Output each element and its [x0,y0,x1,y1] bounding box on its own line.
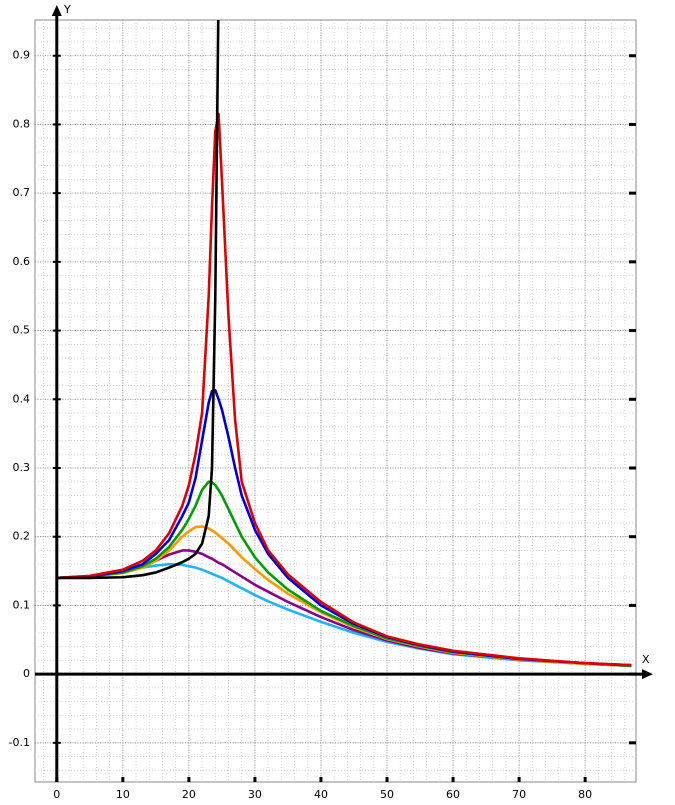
y-tick-label: -0.1 [9,736,30,749]
y-tick-label: 0 [23,667,30,680]
x-tick-label: 50 [380,788,394,801]
x-tick-label: 60 [446,788,460,801]
axes: 0 10 20 30 40 50 60 70 80 -0.1 0 0.1 0.2 0.3 0.4 0.5 0.6… [9,5,653,801]
curve [56,549,632,668]
y-tick-label: 0.7 [13,186,31,199]
curve [56,112,632,667]
x-tick-label: 30 [248,788,262,801]
plot-area [34,19,637,783]
x-tick-label: 0 [53,788,60,801]
x-tick-label: 80 [578,788,592,801]
x-axis-arrow [642,669,653,680]
y-tick-label: 0.6 [13,255,31,268]
y-tick-label: 0.8 [13,117,31,130]
y-tick-label: 0.9 [13,49,31,62]
y-tick-label: 0.2 [13,530,31,543]
y-tick-label: 0.4 [13,392,31,405]
y-tick-label: 0.5 [13,324,31,337]
x-tick-label: 10 [116,788,130,801]
y-axis-label: Y [63,3,71,16]
x-tick-label: 20 [182,788,196,801]
curves [56,20,632,668]
y-axis-arrow [51,5,62,16]
y-tick-label: 0.1 [13,598,31,611]
y-tick-label: 0.3 [13,461,31,474]
x-axis-label: X [642,653,650,666]
x-tick-label: 40 [314,788,328,801]
curve [56,20,220,580]
x-tick-label: 70 [512,788,526,801]
